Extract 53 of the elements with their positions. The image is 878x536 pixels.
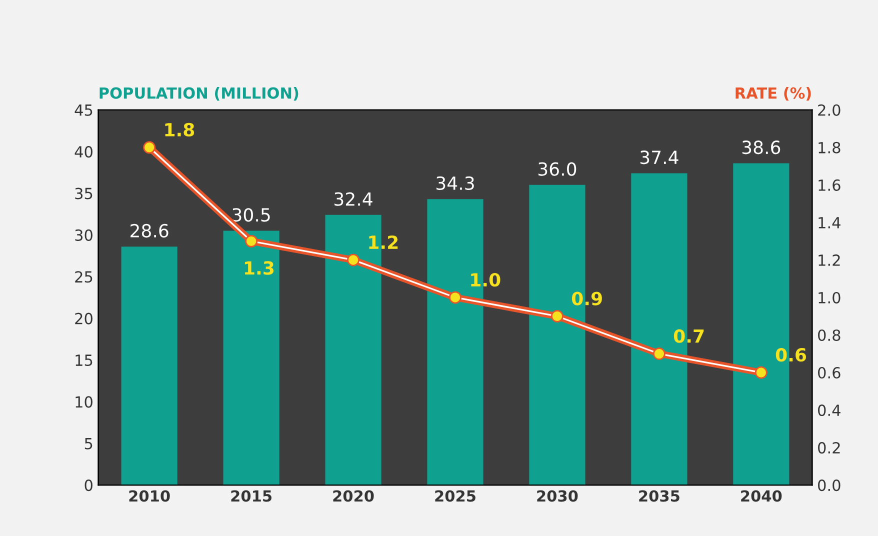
y-tick-label: 45 [74,104,92,116]
data-label: 37.4 [640,150,678,164]
point [347,254,360,266]
y2-axis-title: RATE (%) [736,87,811,101]
data-label: 0.9 [572,292,602,306]
x-tick-label: 2025 [435,490,476,502]
data-label: 38.6 [742,140,780,154]
x-tick-label: 2015 [231,490,272,502]
y2-tick-label: 2.0 [818,104,840,116]
data-label: 36.0 [538,162,576,176]
point [245,234,258,248]
data-label: 1.0 [471,272,500,287]
y-tick-label: 30 [75,229,92,241]
data-label: 28.6 [130,224,168,238]
y2-tick-label: 0.0 [818,480,840,492]
point [448,291,462,304]
y-tick-label: 5 [84,438,92,450]
y-tick-label: 35 [75,188,92,200]
bar [121,246,178,486]
y2-tick-label: 1.2 [818,254,840,266]
y2-tick-label: 1.0 [818,292,840,304]
data-label: 1.8 [165,122,194,137]
point [652,348,666,360]
bar [223,230,280,486]
point [143,141,156,154]
y-tick-label: 25 [75,271,92,283]
x-tick-label: 2040 [741,490,782,502]
y2-tick-label: 0.2 [818,442,840,454]
y2-tick-label: 1.4 [818,217,840,228]
y-tick-label: 40 [74,146,92,158]
point [550,310,564,322]
y-tick-label: 15 [76,354,92,366]
data-label: 1.3 [245,261,274,275]
y2-tick-label: 1.6 [818,179,840,191]
data-label: 0.6 [776,348,806,362]
y2-tick-label: 1.8 [818,142,840,154]
x-tick-label: 2010 [129,490,170,502]
y2-tick-label: 0.8 [818,329,840,342]
x-tick-label: 2020 [333,490,374,502]
y-tick-label: 20 [75,312,92,324]
data-label: 32.4 [334,192,372,206]
y-tick-label: 10 [76,396,92,408]
x-tick-label: 2030 [537,490,578,502]
data-label: 34.3 [436,176,474,190]
y2-tick-label: 0.4 [818,404,840,416]
data-label: 30.5 [232,208,270,222]
y2-tick-label: 0.6 [818,366,840,379]
point [754,366,768,379]
x-tick-label: 2035 [639,490,680,502]
data-label: 0.7 [674,329,704,343]
y-tick-label: 0 [84,480,92,492]
data-label: 1.2 [369,235,398,249]
y-axis-title: POPULATION (MILLION) [100,87,298,101]
